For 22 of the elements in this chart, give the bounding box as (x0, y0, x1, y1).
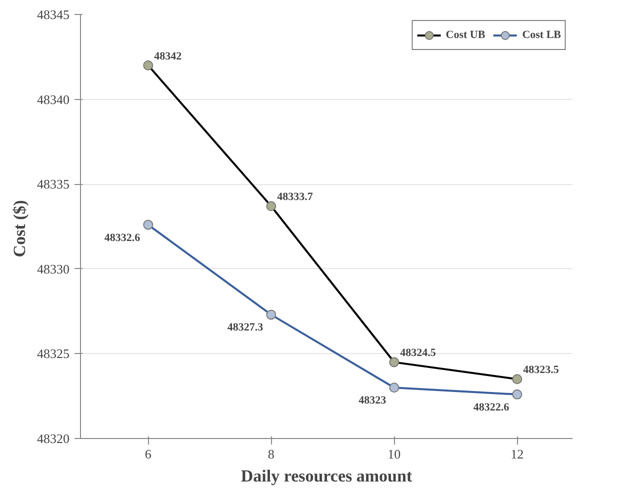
legend-label: Cost LB (522, 29, 561, 41)
y-tick-label: 48340 (37, 92, 70, 107)
legend-label: Cost UB (446, 29, 486, 41)
y-tick-label: 48335 (37, 176, 70, 192)
data-label: 48323 (358, 394, 387, 407)
x-tick-label: 10 (388, 446, 401, 462)
data-label: 48332.6 (104, 232, 141, 244)
y-tick-label: 48330 (37, 261, 70, 276)
y-tick-label: 48320 (37, 431, 70, 446)
data-label: 48322.6 (473, 401, 510, 414)
y-axis-title: Cost ($) (10, 200, 29, 258)
y-tick-label: 48325 (37, 346, 70, 362)
x-tick-label: 8 (268, 446, 274, 462)
data-label: 48323.5 (523, 364, 560, 376)
data-label: 48333.7 (277, 191, 314, 204)
x-tick-label: 6 (144, 446, 152, 462)
data-label: 48342 (154, 50, 182, 62)
data-label: 48324.5 (400, 347, 436, 360)
x-tick-label: 12 (510, 446, 524, 462)
y-tick-label: 48345 (37, 7, 70, 22)
data-label: 48327.3 (227, 322, 264, 334)
x-axis-title: Daily resources amount (240, 466, 412, 486)
